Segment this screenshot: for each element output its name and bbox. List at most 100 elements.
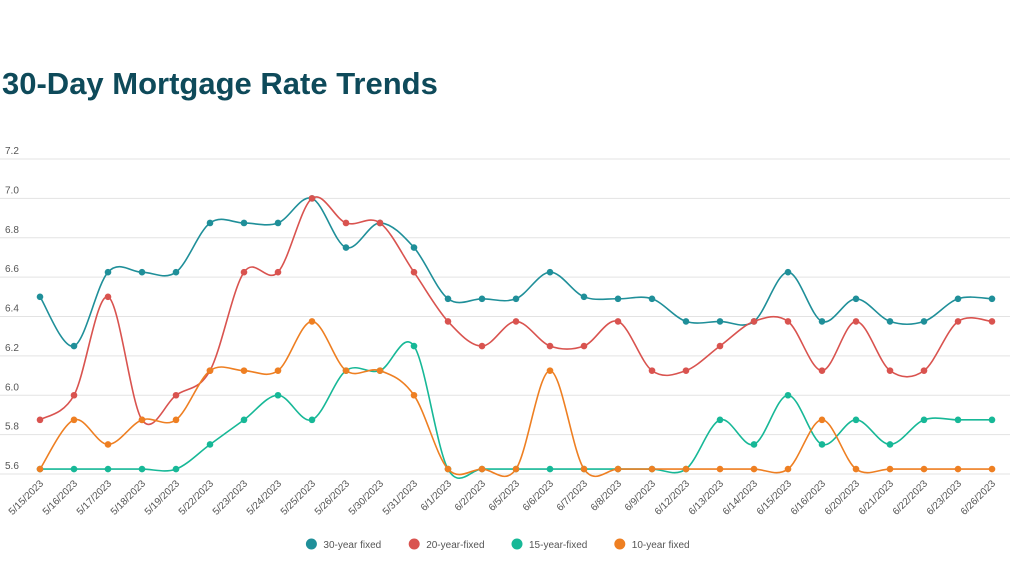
data-point: [920, 367, 928, 374]
data-point: [410, 391, 418, 399]
data-point: [920, 318, 928, 325]
x-tick-label: 6/12/2023: [653, 478, 693, 518]
series-line: [39, 196, 993, 426]
data-point: [920, 465, 928, 473]
data-point: [988, 295, 996, 303]
data-point: [988, 416, 996, 424]
data-point: [36, 465, 44, 473]
data-point: [852, 295, 860, 303]
legend-marker: [614, 538, 626, 550]
x-tick-label: 6/13/2023: [687, 478, 727, 518]
legend-label: 15-year-fixed: [529, 540, 587, 551]
data-point: [614, 318, 622, 325]
x-tick-label: 6/2/2023: [453, 478, 489, 514]
x-tick-label: 6/15/2023: [755, 478, 795, 518]
data-point: [954, 465, 962, 473]
data-point: [784, 465, 792, 473]
data-point: [172, 391, 180, 399]
data-point: [954, 416, 962, 424]
data-point: [104, 268, 112, 276]
legend-label: 30-year fixed: [323, 540, 381, 551]
data-point: [920, 416, 928, 424]
data-point: [444, 318, 452, 325]
data-point: [342, 219, 350, 227]
data-point: [512, 465, 520, 473]
legend-label: 20-year-fixed: [426, 540, 484, 551]
data-point: [138, 268, 146, 276]
data-point: [954, 318, 962, 325]
data-point: [784, 268, 792, 276]
data-point: [444, 465, 452, 473]
data-point: [308, 195, 316, 202]
x-tick-label: 5/18/2023: [109, 478, 149, 518]
data-point: [240, 367, 248, 374]
y-tick-label: 5.6: [5, 461, 19, 472]
data-point: [750, 441, 758, 448]
data-point: [410, 342, 418, 350]
x-tick-label: 6/20/2023: [823, 478, 863, 518]
x-tick-label: 5/30/2023: [347, 478, 387, 518]
x-tick-label: 6/14/2023: [721, 478, 761, 518]
x-tick-label: 6/1/2023: [419, 478, 455, 514]
data-point: [274, 268, 282, 276]
x-tick-label: 5/26/2023: [313, 478, 353, 518]
y-tick-label: 6.8: [5, 225, 19, 236]
data-point: [308, 318, 316, 325]
x-tick-label: 5/24/2023: [245, 478, 285, 518]
data-point: [988, 465, 996, 473]
data-point: [274, 391, 282, 399]
data-point: [886, 367, 894, 374]
data-point: [546, 465, 554, 473]
data-point: [376, 219, 384, 227]
data-point: [682, 465, 690, 473]
data-point: [682, 318, 690, 325]
y-tick-label: 6.0: [5, 382, 19, 393]
data-point: [104, 465, 112, 473]
x-tick-label: 6/21/2023: [857, 478, 897, 518]
data-point: [852, 465, 860, 473]
data-point: [750, 318, 758, 325]
data-point: [172, 465, 180, 473]
y-tick-label: 6.6: [5, 264, 19, 275]
data-point: [580, 293, 588, 301]
data-point: [70, 465, 78, 473]
data-point: [70, 342, 78, 350]
data-point: [206, 367, 214, 374]
data-point: [716, 342, 724, 350]
data-point: [444, 295, 452, 303]
data-point: [546, 342, 554, 350]
x-tick-label: 6/26/2023: [959, 478, 999, 518]
x-tick-label: 6/5/2023: [487, 478, 523, 514]
data-point: [104, 441, 112, 448]
data-point: [784, 318, 792, 325]
data-point: [886, 318, 894, 325]
x-tick-label: 5/16/2023: [41, 478, 81, 518]
data-point: [512, 295, 520, 303]
data-point: [274, 219, 282, 227]
data-point: [206, 441, 214, 448]
x-tick-label: 5/23/2023: [211, 478, 251, 518]
data-point: [172, 268, 180, 276]
y-tick-label: 6.4: [5, 304, 19, 315]
x-tick-label: 6/6/2023: [521, 478, 557, 514]
data-point: [70, 416, 78, 424]
data-point: [818, 416, 826, 424]
data-point: [716, 416, 724, 424]
series-line: [39, 320, 992, 478]
data-point: [580, 465, 588, 473]
legend-marker: [511, 538, 523, 550]
y-tick-label: 7.2: [5, 146, 19, 157]
data-point: [886, 465, 894, 473]
data-point: [138, 465, 146, 473]
x-tick-label: 5/31/2023: [381, 478, 421, 518]
x-tick-label: 6/7/2023: [555, 478, 591, 514]
data-point: [172, 416, 180, 424]
legend-label: 10-year fixed: [632, 540, 690, 551]
data-point: [478, 342, 486, 350]
data-point: [954, 295, 962, 303]
data-point: [138, 416, 146, 424]
data-point: [478, 465, 486, 473]
data-point: [274, 367, 282, 374]
y-tick-label: 6.2: [5, 343, 19, 354]
